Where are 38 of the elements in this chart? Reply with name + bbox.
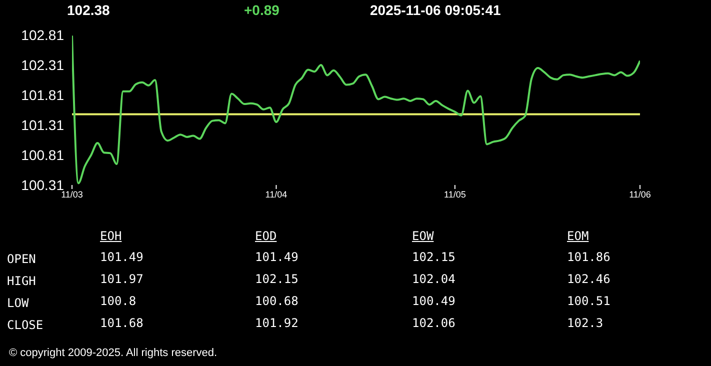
x-tick-label: EOM	[567, 229, 589, 243]
data-label: 101.86	[567, 250, 610, 264]
text: © copyright 2009-2025. All rights reserved.	[9, 347, 218, 359]
y-tick-label: HIGH	[7, 274, 36, 288]
y-tick-label: 101.31	[21, 116, 64, 133]
y-tick-label: 102.81	[21, 26, 64, 43]
text: 2025-11-06 09:05:41	[370, 2, 501, 18]
data-label: 101.49	[100, 250, 144, 264]
data-label: 102.15	[412, 250, 456, 264]
data-label: 102.15	[255, 272, 298, 286]
chart-subtitle: +0.89	[244, 2, 280, 18]
x-tick-label: 11/03	[61, 189, 83, 200]
data-label: 102.46	[567, 272, 610, 286]
data-label: 101.68	[100, 316, 144, 330]
data-label: 101.49	[255, 250, 298, 264]
data-label: 102.04	[412, 272, 456, 286]
data-label: 101.97	[100, 272, 144, 286]
y-tick-label: CLOSE	[7, 318, 44, 332]
line-series	[72, 35, 640, 184]
x-tick-label: EOW	[412, 229, 434, 243]
data-label: 101.92	[255, 316, 298, 330]
data-label: 100.49	[412, 294, 456, 308]
x-tick-label: 11/05	[444, 189, 466, 200]
chart-title: 102.38	[67, 2, 110, 18]
x-tick-label: EOH	[100, 229, 122, 243]
data-label: 102.06	[412, 316, 456, 330]
x-tick-label: EOD	[255, 229, 277, 243]
y-tick-label: 102.31	[21, 56, 64, 73]
data-label: 100.68	[255, 294, 298, 308]
y-tick-label: LOW	[7, 296, 29, 310]
y-tick-label: OPEN	[7, 252, 36, 266]
data-label: 100.51	[567, 294, 610, 308]
x-tick-label: 11/04	[265, 189, 288, 200]
data-label: 100.8	[100, 294, 136, 308]
data-label: 102.3	[567, 316, 604, 330]
y-tick-label: 101.81	[21, 86, 64, 103]
y-tick-label: 100.81	[21, 146, 64, 163]
x-tick-label: 11/06	[629, 189, 651, 200]
